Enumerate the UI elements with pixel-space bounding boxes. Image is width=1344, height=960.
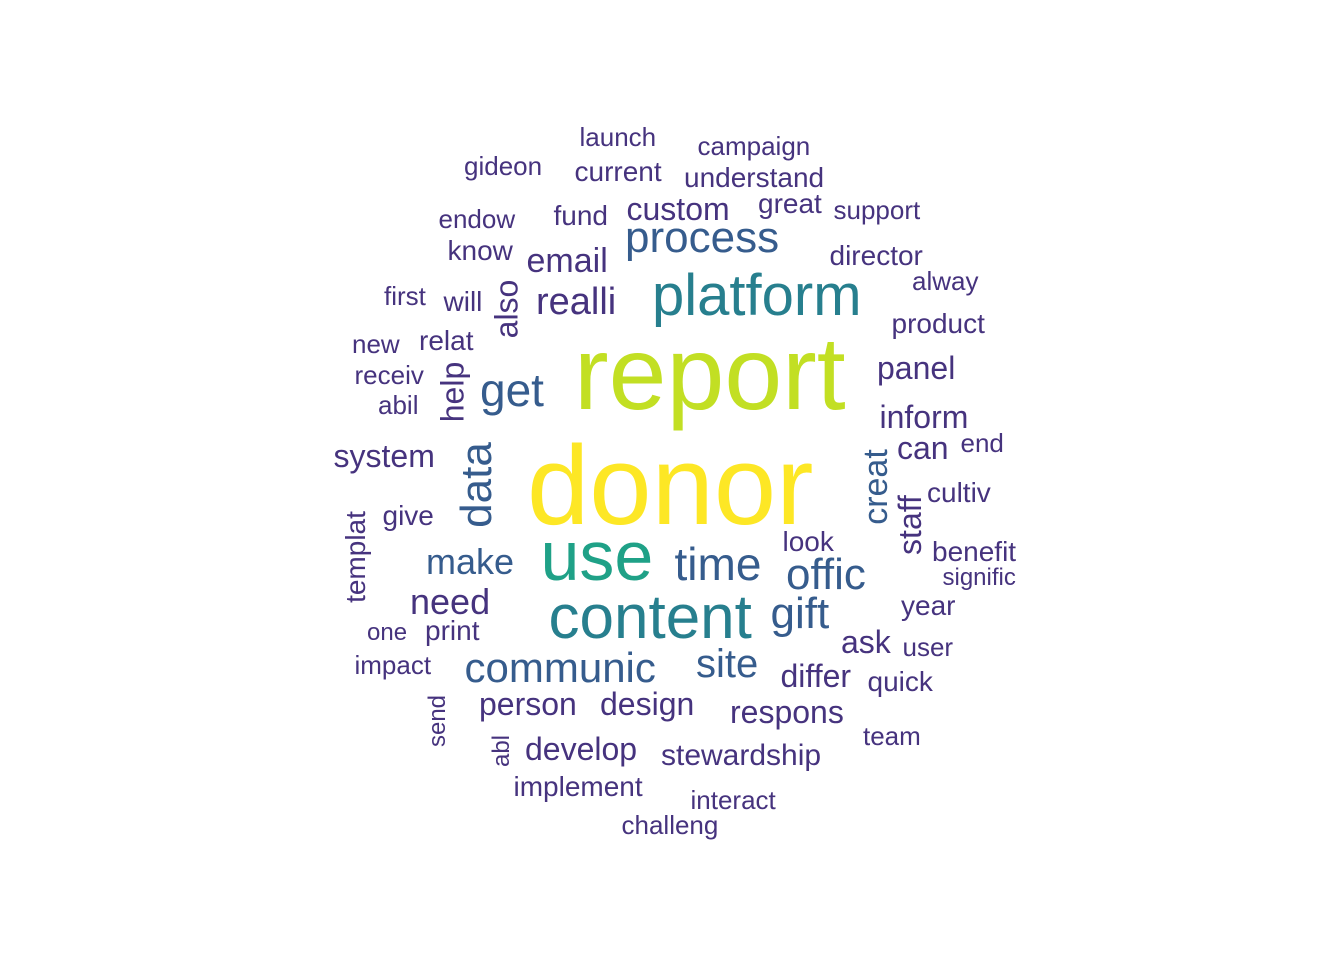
word-email: email — [526, 242, 608, 280]
word-give: give — [382, 500, 434, 531]
word-understand: understand — [684, 162, 825, 193]
word-donor: donor — [527, 423, 814, 548]
word-fund: fund — [553, 200, 609, 231]
word-receiv: receiv — [354, 360, 424, 390]
word-impact: impact — [354, 650, 432, 680]
word-report: report — [574, 316, 846, 432]
word-realli: realli — [536, 281, 617, 323]
word-develop: develop — [525, 731, 638, 767]
word-support: support — [833, 195, 921, 225]
word-challeng: challeng — [621, 810, 719, 840]
word-stewardship: stewardship — [661, 739, 822, 772]
word-cultiv: cultiv — [927, 477, 991, 508]
word-great: great — [758, 188, 822, 219]
word-director: director — [829, 240, 923, 271]
word-panel: panel — [877, 350, 956, 386]
word-interact: interact — [690, 785, 776, 815]
word-team: team — [863, 721, 921, 751]
word-need: need — [410, 581, 491, 622]
word-process: process — [625, 213, 780, 262]
word-person: person — [479, 686, 577, 722]
word-current: current — [574, 156, 662, 187]
word-offic: offic — [786, 550, 866, 599]
word-templat: templat — [339, 511, 371, 603]
word-help: help — [433, 361, 470, 423]
word-content: content — [548, 583, 752, 652]
word-user: user — [902, 632, 954, 662]
word-send: send — [424, 694, 452, 748]
word-staff: staff — [891, 495, 928, 555]
word-print: print — [425, 615, 480, 646]
word-will: will — [443, 286, 483, 317]
word-differ: differ — [780, 658, 852, 694]
word-communic: communic — [464, 644, 656, 691]
word-endow: endow — [438, 204, 516, 234]
word-gift: gift — [770, 589, 830, 638]
word-respons: respons — [730, 694, 844, 730]
word-inform: inform — [879, 399, 969, 435]
word-use: use — [540, 517, 654, 595]
word-abl: abl — [488, 734, 516, 768]
word-make: make — [426, 541, 515, 582]
word-get: get — [480, 364, 544, 416]
word-alway: alway — [912, 266, 979, 296]
word-year: year — [901, 590, 956, 621]
word-can: can — [897, 430, 949, 466]
word-first: first — [384, 281, 426, 311]
word-signific: signific — [942, 564, 1016, 591]
word-relat: relat — [419, 325, 474, 356]
word-end: end — [960, 428, 1004, 458]
word-launch: launch — [579, 122, 657, 152]
word-look: look — [782, 526, 834, 557]
word-time: time — [674, 538, 762, 590]
word-know: know — [447, 235, 513, 266]
word-data: data — [451, 442, 501, 528]
word-gideon: gideon — [464, 151, 543, 181]
word-custom: custom — [626, 191, 730, 227]
word-system: system — [333, 438, 435, 474]
word-platform: platform — [652, 263, 862, 328]
word-one: one — [367, 619, 408, 646]
word-product: product — [891, 308, 985, 339]
word-quick: quick — [867, 666, 933, 697]
word-ask: ask — [841, 624, 891, 660]
word-implement: implement — [513, 771, 643, 802]
word-also: also — [487, 279, 524, 339]
word-creat: creat — [856, 449, 895, 525]
word-design: design — [600, 686, 695, 722]
word-site: site — [696, 642, 759, 686]
word-campaign: campaign — [697, 131, 811, 161]
word-new: new — [352, 329, 400, 359]
word-abil: abil — [378, 390, 419, 420]
word-benefit: benefit — [932, 536, 1017, 567]
